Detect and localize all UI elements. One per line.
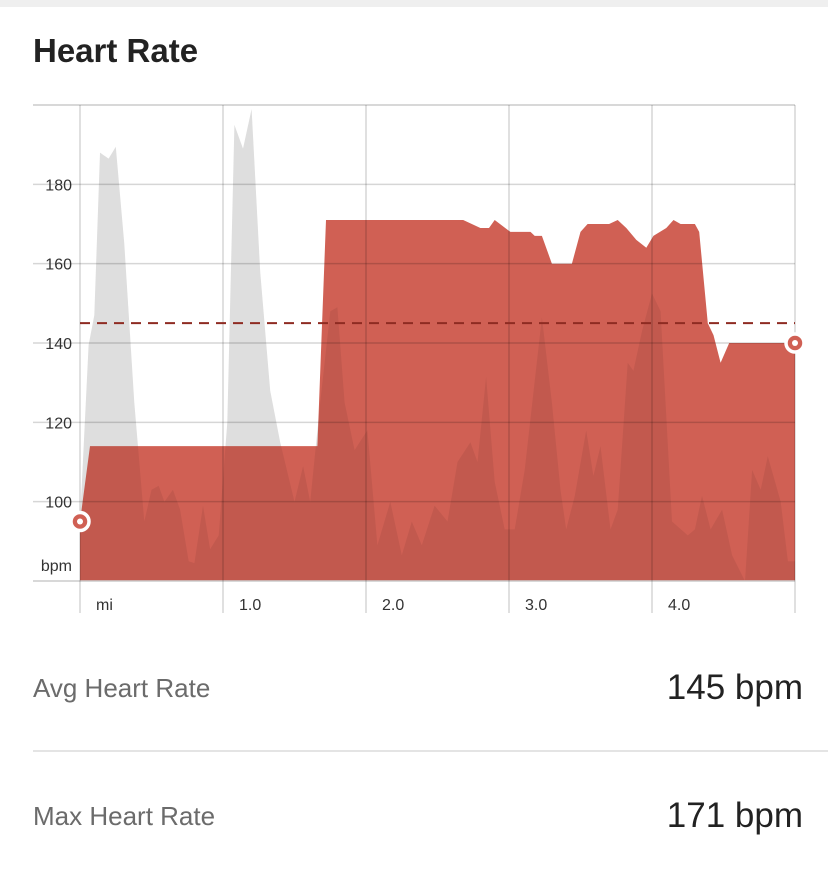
x-tick-label: mi [96, 597, 113, 614]
y-tick-label: 160 [45, 257, 72, 274]
heart-rate-chart: 180 160 140 120 100 bpm mi 1.0 2.0 3.0 4.0 [33, 104, 806, 614]
section-title: Heart Rate [33, 32, 199, 69]
max-heart-rate-row: Max Heart Rate 171 bpm [33, 796, 803, 836]
x-tick-label: 2.0 [382, 597, 404, 614]
y-tick-label: 180 [45, 177, 72, 194]
x-tick-label: 4.0 [668, 597, 690, 614]
max-heart-rate-label: Max Heart Rate [33, 800, 216, 831]
marker-dot [792, 340, 798, 346]
background-profile-overlay [80, 109, 795, 581]
avg-heart-rate-row: Avg Heart Rate 145 bpm [33, 668, 803, 708]
top-bar [0, 0, 828, 7]
x-tick-label: 1.0 [239, 597, 261, 614]
y-tick-label: 140 [45, 336, 72, 353]
avg-heart-rate-label: Avg Heart Rate [33, 672, 211, 703]
max-heart-rate-value: 171 bpm [666, 796, 803, 835]
avg-heart-rate-value: 145 bpm [666, 668, 803, 707]
y-tick-label: 120 [45, 415, 72, 432]
y-axis-unit-label: bpm [41, 558, 72, 575]
y-tick-label: 100 [45, 495, 72, 512]
heart-rate-area [80, 220, 795, 581]
marker-dot [77, 518, 83, 525]
divider [33, 750, 828, 752]
x-tick-label: 3.0 [525, 597, 547, 614]
